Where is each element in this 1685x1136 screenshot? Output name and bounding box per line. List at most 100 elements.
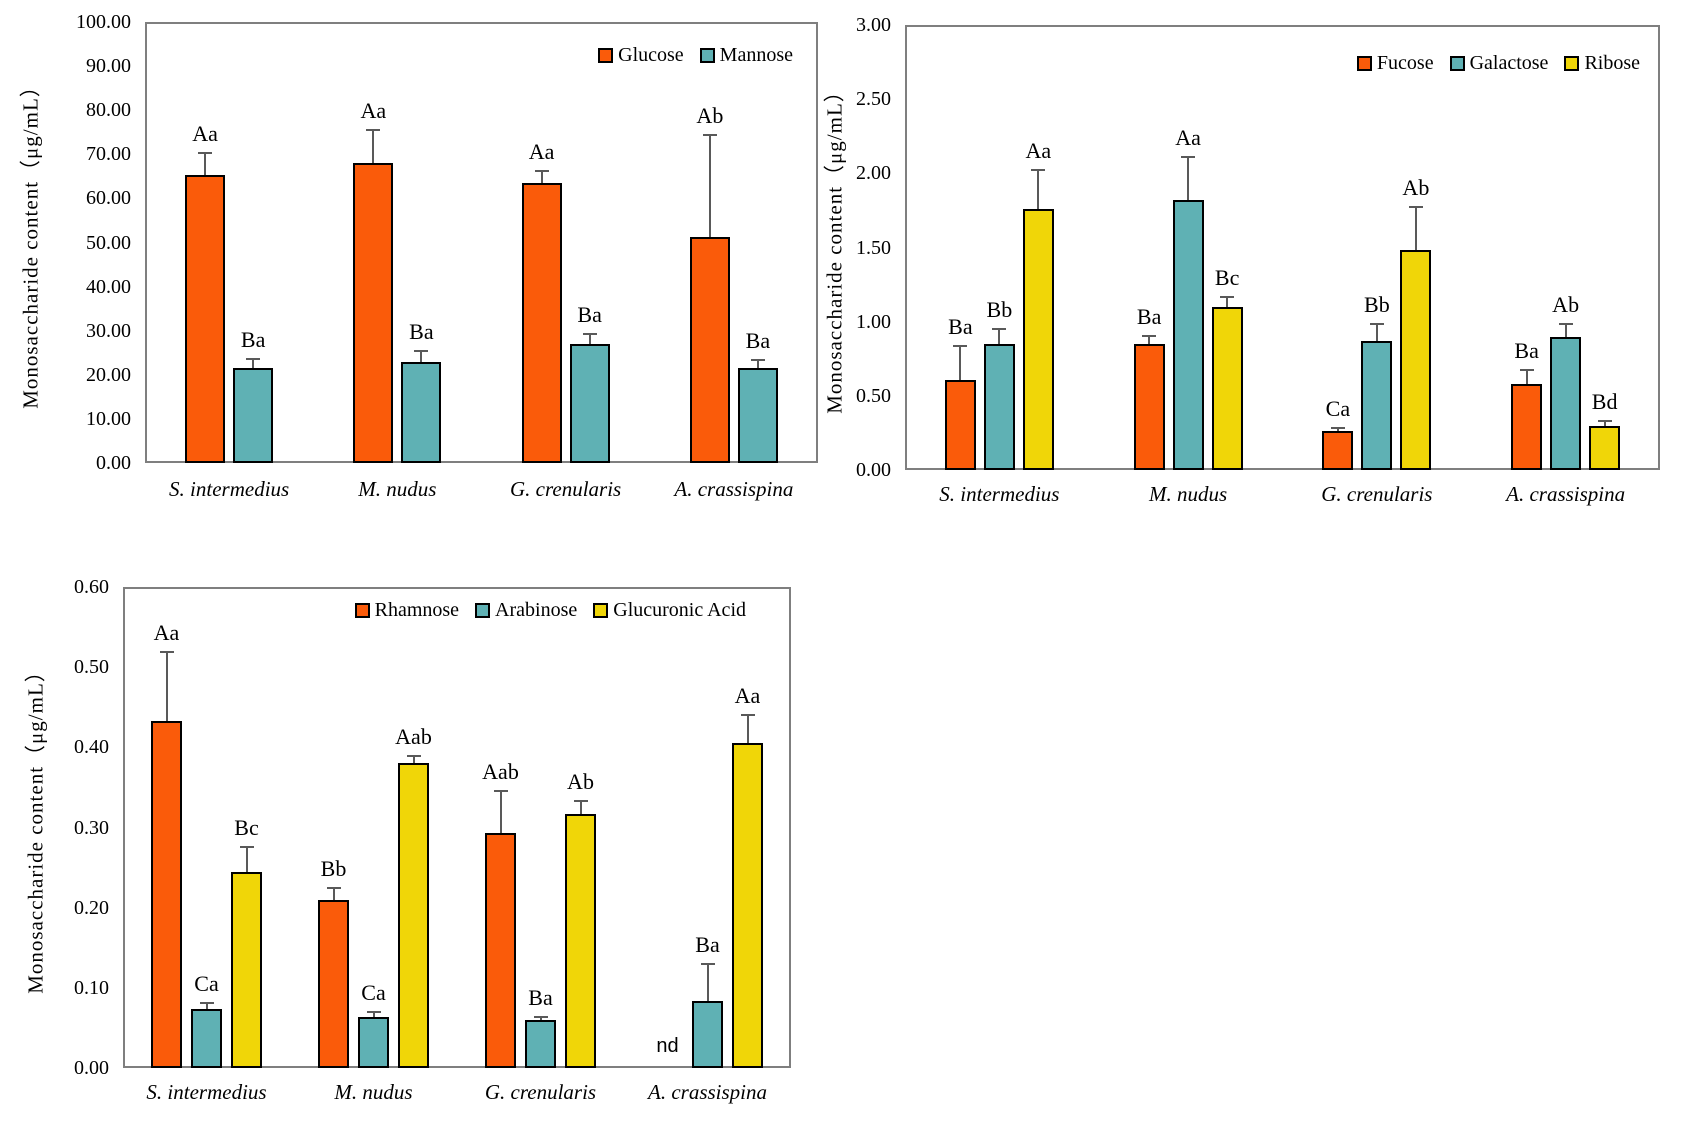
bar-arabinose bbox=[692, 1000, 723, 1068]
error-bar bbox=[252, 358, 255, 369]
error-bar-cap bbox=[534, 169, 549, 172]
error-bar-cap bbox=[326, 886, 341, 889]
legend-item-rhamnose: Rhamnose bbox=[354, 599, 460, 622]
y-tick-label: 0.50 bbox=[74, 656, 109, 679]
error-bar bbox=[499, 789, 502, 834]
error-bar-cap bbox=[1369, 323, 1384, 326]
error-bar-cap bbox=[1408, 205, 1423, 208]
error-bar-cap bbox=[953, 345, 968, 348]
bar-glucuronic-acid bbox=[565, 813, 596, 1068]
error-bar bbox=[372, 128, 375, 164]
significance-label: Bc bbox=[1214, 265, 1240, 291]
error-bar-cap bbox=[406, 755, 421, 758]
significance-label: Bd bbox=[1591, 388, 1618, 414]
error-bar-cap bbox=[366, 1011, 381, 1014]
bar-arabinose bbox=[525, 1019, 556, 1068]
legend-label: Rhamnose bbox=[374, 599, 460, 621]
error-bar bbox=[756, 359, 759, 369]
significance-label: Aa bbox=[1175, 124, 1201, 150]
error-bar bbox=[959, 345, 962, 380]
bar-fucose bbox=[1133, 343, 1165, 470]
legend-label: Arabinose bbox=[495, 599, 578, 621]
significance-label: Ba bbox=[409, 318, 434, 344]
significance-label: Ab bbox=[1552, 292, 1580, 318]
bar-rhamnose bbox=[485, 833, 516, 1068]
error-bar-cap bbox=[1330, 426, 1345, 429]
error-bar-cap bbox=[198, 152, 213, 155]
significance-label: Bb bbox=[320, 855, 347, 881]
y-tick-label: 0.30 bbox=[74, 816, 109, 839]
y-tick-label: 0.00 bbox=[856, 459, 891, 481]
y-tick-label: 0.50 bbox=[856, 384, 891, 407]
error-bar-cap bbox=[493, 789, 508, 792]
significance-label: Aa bbox=[192, 121, 218, 147]
y-tick-label: 1.00 bbox=[856, 310, 891, 333]
y-tick-label: 1.50 bbox=[856, 236, 891, 259]
significance-label: Aa bbox=[528, 138, 555, 164]
significance-label: Aa bbox=[734, 683, 761, 709]
error-bar-cap bbox=[1597, 419, 1612, 422]
significance-label: Ca bbox=[194, 971, 219, 997]
error-bar bbox=[332, 886, 335, 901]
error-bar-cap bbox=[159, 651, 174, 654]
bar-ribose bbox=[1211, 306, 1243, 470]
error-bar-cap bbox=[1031, 168, 1046, 171]
error-bar bbox=[1414, 205, 1417, 251]
legend: Glucose Mannose bbox=[598, 44, 793, 67]
error-bar bbox=[998, 327, 1001, 344]
error-bar bbox=[708, 134, 711, 237]
plot-area bbox=[123, 587, 791, 1068]
legend-swatch-icon bbox=[475, 603, 491, 618]
y-tick-label: 0.10 bbox=[74, 976, 109, 999]
category-label: S. intermedius bbox=[939, 482, 1060, 506]
category-label: S. intermedius bbox=[169, 477, 290, 501]
error-bar bbox=[706, 963, 709, 1001]
y-tick-label: 0.00 bbox=[96, 452, 131, 474]
significance-label: Ba bbox=[745, 328, 771, 354]
significance-label: Ab bbox=[696, 103, 724, 129]
error-bar bbox=[1187, 155, 1190, 201]
bar-glucose bbox=[689, 236, 730, 463]
error-bar-cap bbox=[750, 359, 765, 362]
y-tick-label: 30.00 bbox=[86, 319, 131, 342]
error-bar bbox=[746, 714, 749, 744]
bar-glucuronic-acid bbox=[231, 872, 262, 1068]
legend-label: Galactose bbox=[1469, 52, 1549, 74]
bar-mannose bbox=[233, 368, 274, 463]
bar-rhamnose bbox=[318, 900, 349, 1068]
significance-label: Aa bbox=[1025, 137, 1052, 163]
error-bar-cap bbox=[740, 714, 755, 717]
significance-label: Ba bbox=[577, 302, 602, 328]
significance-label: Ba bbox=[1514, 338, 1539, 364]
bar-glucose bbox=[521, 182, 562, 463]
legend-item-glucuronic-acid: Glucuronic Acid bbox=[593, 599, 746, 622]
bar-fucose bbox=[1322, 431, 1354, 470]
error-bar bbox=[1336, 427, 1339, 432]
error-bar bbox=[205, 1002, 208, 1009]
bar-mannose bbox=[569, 344, 610, 463]
plot-area bbox=[905, 25, 1660, 470]
bar-galactose bbox=[1550, 336, 1582, 470]
bar-ribose bbox=[1400, 250, 1432, 470]
error-bar bbox=[245, 845, 248, 873]
legend-item-galactose: Galactose bbox=[1449, 52, 1549, 75]
bar-mannose bbox=[737, 368, 778, 463]
error-bar-cap bbox=[1142, 335, 1157, 338]
error-bar-cap bbox=[239, 845, 254, 848]
legend-item-glucose: Glucose bbox=[598, 44, 684, 67]
category-label: M. nudus bbox=[334, 1080, 413, 1104]
error-bar bbox=[588, 333, 591, 345]
bar-arabinose bbox=[191, 1008, 222, 1068]
legend-label: Glucose bbox=[618, 44, 684, 66]
y-tick-label: 80.00 bbox=[86, 99, 131, 122]
error-bar bbox=[1226, 296, 1229, 307]
error-bar-cap bbox=[1558, 323, 1573, 326]
category-label: A. crassispina bbox=[674, 477, 794, 501]
y-tick-label: 0.20 bbox=[74, 896, 109, 919]
error-bar-cap bbox=[700, 962, 715, 965]
error-bar-cap bbox=[1519, 369, 1534, 372]
legend-swatch-icon bbox=[354, 603, 370, 618]
error-bar-cap bbox=[414, 349, 429, 352]
significance-label: Ab bbox=[1402, 174, 1430, 200]
y-tick-label: 40.00 bbox=[86, 275, 131, 298]
